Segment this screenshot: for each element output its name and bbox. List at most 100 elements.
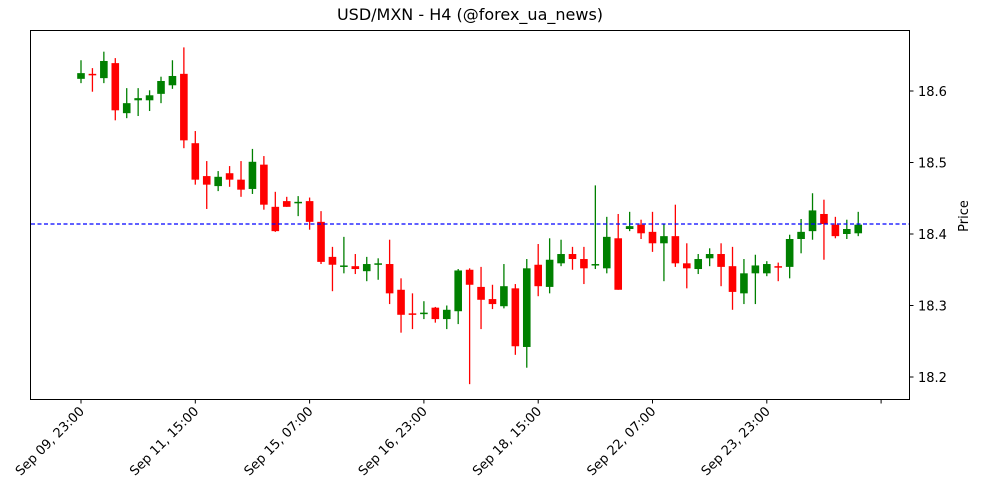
candle [420,301,428,320]
candle-body [522,268,531,347]
y-tick-label: 18.3 [918,300,947,315]
candle-body [534,264,542,287]
candle [385,239,394,305]
candle-body [88,73,97,76]
candle [568,246,577,270]
candle-body [385,264,394,294]
candle [294,196,302,217]
candle-body [557,254,565,264]
candle-body [214,176,222,187]
candle-body [580,259,588,269]
candle [168,60,177,89]
candle [214,171,222,192]
candle [774,262,783,282]
candle-body [545,259,554,287]
candles-layer [77,47,863,385]
x-tick-label: Sep 16, 23:00 [356,404,431,479]
x-axis: Sep 09, 23:00 Sep 11, 15:00 Sep 15, 07:00 S… [13,399,882,479]
candle [740,259,748,305]
candle-body [397,289,405,315]
candle [134,88,142,117]
candle [705,248,714,267]
candle [191,131,200,185]
candle [88,68,97,92]
candle [557,239,565,267]
candle-body [648,231,657,244]
candle-body [408,313,417,315]
candle-body [225,173,234,180]
candle [648,211,657,252]
candle-body [854,224,863,234]
candle [602,216,611,274]
candle-body [260,164,268,205]
candle-body [340,265,348,267]
candle-body [362,264,371,272]
candle [271,191,280,232]
candle [488,284,497,310]
candle-body [797,231,805,240]
candle-body [191,143,200,180]
y-axis-label: Price [957,200,972,232]
candle [808,193,817,240]
candle [225,166,234,187]
candle [202,161,211,209]
candle-body [431,307,440,320]
candle [408,293,417,330]
plot-frame [30,30,910,400]
candle-body [831,224,840,237]
candle [797,218,805,254]
candle-body [351,266,360,270]
candle [625,211,634,232]
candle [522,259,531,368]
candle [820,199,828,260]
candle-body [763,264,771,274]
candle-body [465,269,474,285]
candle-body [843,228,851,234]
candle [362,256,371,282]
candle-body [511,288,520,347]
candle-body [157,80,165,94]
candle-body [740,273,748,294]
candle [351,254,360,275]
candle [728,246,737,310]
candle [534,244,542,297]
candle-body [660,236,668,244]
x-tick-label: Sep 22, 07:00 [584,404,659,479]
candle-body [134,98,142,101]
candle [374,258,382,280]
candle [431,306,440,323]
chart-title: USD/MXN - H4 (@forex_ua_news) [336,5,604,24]
candle [248,148,257,194]
candle [122,88,131,119]
x-tick-label: Sep 15, 07:00 [242,404,317,479]
candle-body [591,264,600,266]
candle [237,161,245,197]
candle [340,236,348,274]
candle-body [282,201,291,207]
candle [305,197,314,230]
candle [751,254,760,305]
candle [831,216,840,239]
candle-body [705,254,714,259]
y-axis: 18.2 18.3 18.4 18.5 18.6 [909,85,947,386]
candle-body [488,299,497,305]
candle-body [625,226,634,229]
candle-body [111,63,120,111]
y-tick-label: 18.2 [918,371,947,386]
y-tick-label: 18.6 [918,85,947,100]
candle [111,58,120,121]
candle [682,243,691,289]
candle-body [180,73,188,141]
candle-body [442,309,451,320]
candle [77,60,85,84]
candle-body [237,179,245,190]
candle-body [454,270,462,312]
candle [328,246,337,292]
candle [465,268,474,385]
candle-body [717,254,725,267]
candle-body [145,95,154,101]
candle-body [77,73,85,79]
candle-body [305,201,314,222]
candle-body [820,213,828,224]
candle [317,211,325,265]
